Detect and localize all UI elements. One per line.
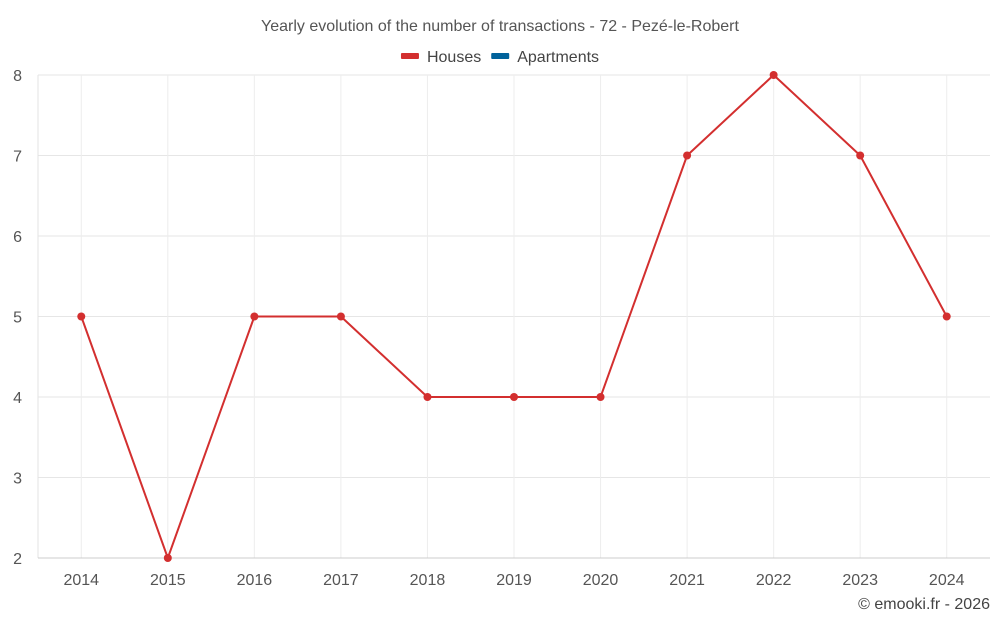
data-point[interactable]	[510, 393, 518, 401]
x-tick-label: 2019	[496, 572, 532, 589]
y-tick-label: 5	[13, 310, 22, 327]
chart-credit: © emooki.fr - 2026	[858, 596, 990, 613]
legend-swatch	[400, 53, 419, 59]
data-point[interactable]	[336, 312, 345, 321]
data-point[interactable]	[250, 312, 259, 321]
data-point[interactable]	[856, 151, 865, 160]
data-point[interactable]	[942, 312, 951, 321]
y-tick-label: 7	[13, 149, 22, 166]
data-point[interactable]	[596, 393, 605, 401]
x-tick-label: 2017	[323, 572, 359, 589]
data-point[interactable]	[769, 71, 778, 79]
legend-label: Houses	[427, 49, 481, 66]
y-tick-label: 8	[13, 68, 22, 85]
data-point[interactable]	[423, 393, 432, 401]
legend: Houses Apartments	[400, 49, 599, 66]
grid	[38, 74, 990, 558]
legend-item-apartments[interactable]: Apartments	[491, 49, 599, 66]
x-tick-label: 2023	[842, 572, 878, 589]
y-tick-label: 4	[13, 390, 22, 407]
data-point[interactable]	[163, 554, 172, 562]
series	[77, 71, 951, 562]
x-tick-label: 2024	[929, 572, 965, 589]
x-tick-label: 2021	[669, 572, 705, 589]
legend-swatch	[491, 53, 510, 59]
x-tick-label: 2020	[583, 572, 619, 589]
data-point[interactable]	[683, 151, 692, 160]
x-tick-label: 2014	[63, 572, 99, 589]
x-tick-label: 2015	[150, 572, 186, 589]
x-tick-label: 2018	[410, 572, 446, 589]
y-tick-label: 3	[13, 471, 22, 488]
chart-title: Yearly evolution of the number of transa…	[261, 18, 739, 35]
y-tick-label: 2	[13, 551, 22, 568]
x-tick-label: 2016	[237, 572, 273, 589]
x-tick-label: 2022	[756, 572, 792, 589]
legend-label: Apartments	[517, 49, 599, 66]
data-point[interactable]	[77, 312, 86, 321]
axes: 2 3 4 5 6 7 8 2014 2015 2016 2017 2018 2019 2020 2021 2…	[13, 68, 990, 589]
legend-item-houses[interactable]: Houses	[400, 49, 481, 66]
y-tick-label: 6	[13, 229, 22, 246]
